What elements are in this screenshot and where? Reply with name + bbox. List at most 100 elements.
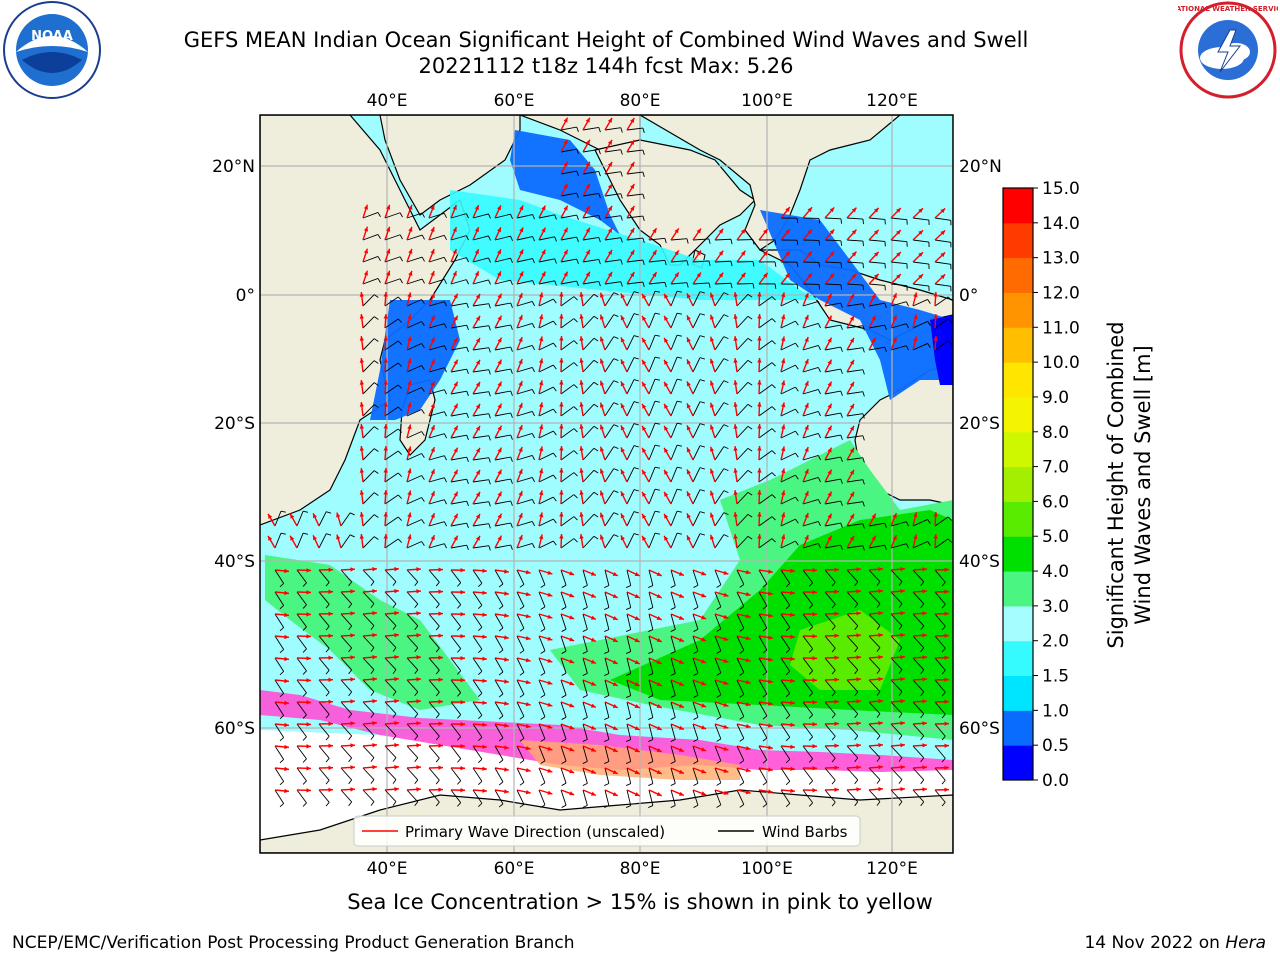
- wind-barb: [890, 239, 907, 243]
- wave-arrow-head: [849, 513, 854, 519]
- wave-arrow-head: [709, 446, 715, 452]
- wind-barb: [274, 510, 282, 527]
- wind-barb: [428, 543, 445, 549]
- wave-arrow-head: [933, 336, 938, 341]
- wave-arrow-head: [790, 634, 795, 639]
- wave-arrow-head: [940, 274, 946, 280]
- wave-arrow-head: [944, 699, 949, 704]
- wave-arrow-head: [541, 205, 546, 211]
- wave-arrow-head: [620, 535, 625, 541]
- wave-arrow-head: [807, 229, 813, 235]
- wind-barb: [670, 591, 676, 608]
- wave-arrow-head: [642, 425, 647, 431]
- lon-tick-bottom: 40°E: [367, 859, 408, 879]
- wind-barb-flag: [620, 171, 623, 177]
- wind-barb-flag: [561, 650, 567, 654]
- wind-barb-flag: [730, 239, 733, 245]
- wind-barb: [604, 723, 610, 740]
- wind-barb: [582, 657, 588, 674]
- wind-barb-flag: [444, 301, 447, 307]
- wind-barb: [450, 679, 462, 693]
- wave-arrow-head: [678, 769, 684, 774]
- wind-barb: [780, 569, 791, 584]
- wind-barb: [274, 613, 285, 628]
- wave-arrow-head: [559, 490, 564, 495]
- wind-barb: [582, 214, 599, 219]
- wind-barb: [274, 767, 285, 782]
- wind-barb: [714, 723, 722, 740]
- wave-arrow-head: [518, 490, 523, 496]
- wind-barb: [670, 489, 678, 505]
- wave-arrow-head: [856, 743, 861, 748]
- wind-barb-flag: [699, 533, 705, 536]
- wind-barb: [692, 745, 699, 762]
- wind-barb: [428, 789, 440, 803]
- wave-arrow-head: [634, 660, 640, 664]
- wind-barb: [582, 337, 595, 351]
- wind-barb-flag: [302, 714, 307, 719]
- wind-barb-flag: [498, 715, 504, 720]
- wind-barb-flag: [444, 521, 447, 527]
- wave-arrow-head: [328, 677, 333, 682]
- wind-barb: [428, 477, 445, 483]
- wind-barb: [758, 516, 773, 527]
- wave-arrow-head: [383, 468, 388, 473]
- wave-arrow-head: [785, 273, 790, 278]
- wind-barb: [670, 401, 678, 417]
- wind-barb: [626, 313, 635, 329]
- wave-arrow-head: [686, 425, 691, 431]
- wind-barb: [450, 613, 462, 627]
- wave-arrow-head: [438, 633, 443, 638]
- wind-barb-flag: [795, 496, 799, 502]
- wind-barb: [560, 745, 567, 762]
- wind-barb-flag: [898, 647, 903, 652]
- wind-barb: [736, 723, 745, 739]
- wave-arrow-head: [482, 678, 487, 683]
- wave-arrow-head: [944, 611, 949, 616]
- wind-barb: [340, 635, 353, 649]
- wave-arrow-head: [634, 704, 640, 708]
- wind-barb-flag: [498, 737, 504, 742]
- wind-barb: [846, 767, 859, 781]
- wind-barb-flag: [279, 649, 284, 654]
- wind-barb-flag: [604, 717, 610, 720]
- wind-barb: [912, 701, 925, 715]
- wind-barb: [538, 569, 546, 586]
- wind-barb: [428, 767, 440, 781]
- wind-barb-flag: [862, 413, 865, 419]
- wind-barb-flag: [488, 213, 491, 219]
- wave-arrow-head: [757, 468, 762, 473]
- wave-arrow-head: [944, 743, 949, 748]
- wind-barb-flag: [348, 757, 353, 763]
- wind-barb: [362, 635, 375, 648]
- wind-barb-flag: [370, 581, 375, 586]
- wave-arrow-head: [563, 183, 568, 189]
- wind-barb: [758, 384, 773, 395]
- wave-arrow-head: [359, 358, 365, 363]
- wind-barb-flag: [642, 237, 645, 243]
- wave-arrow-head: [812, 634, 817, 639]
- wind-barb-flag: [693, 738, 699, 742]
- wind-barb-flag: [840, 478, 843, 484]
- wave-arrow-head: [599, 358, 605, 364]
- wind-barb: [604, 237, 621, 241]
- wind-barb-flag: [573, 296, 578, 301]
- wind-barb: [494, 569, 504, 585]
- wind-barb-flag: [693, 650, 699, 654]
- wind-barb: [846, 457, 863, 461]
- wave-arrow-head: [504, 657, 509, 662]
- wind-barb-flag: [510, 412, 513, 418]
- wind-barb: [934, 283, 951, 287]
- wind-barb-flag: [808, 692, 813, 697]
- wind-barb: [758, 450, 773, 461]
- wave-arrow-head: [678, 615, 684, 620]
- wave-arrow-head: [525, 767, 531, 773]
- wave-arrow-head: [664, 425, 669, 431]
- wind-barb-flag: [532, 280, 535, 286]
- wind-barb: [846, 369, 863, 373]
- wind-barb: [846, 217, 863, 220]
- wind-barb-flag: [510, 500, 513, 506]
- wind-barb: [758, 789, 768, 805]
- wind-barb-flag: [716, 672, 722, 676]
